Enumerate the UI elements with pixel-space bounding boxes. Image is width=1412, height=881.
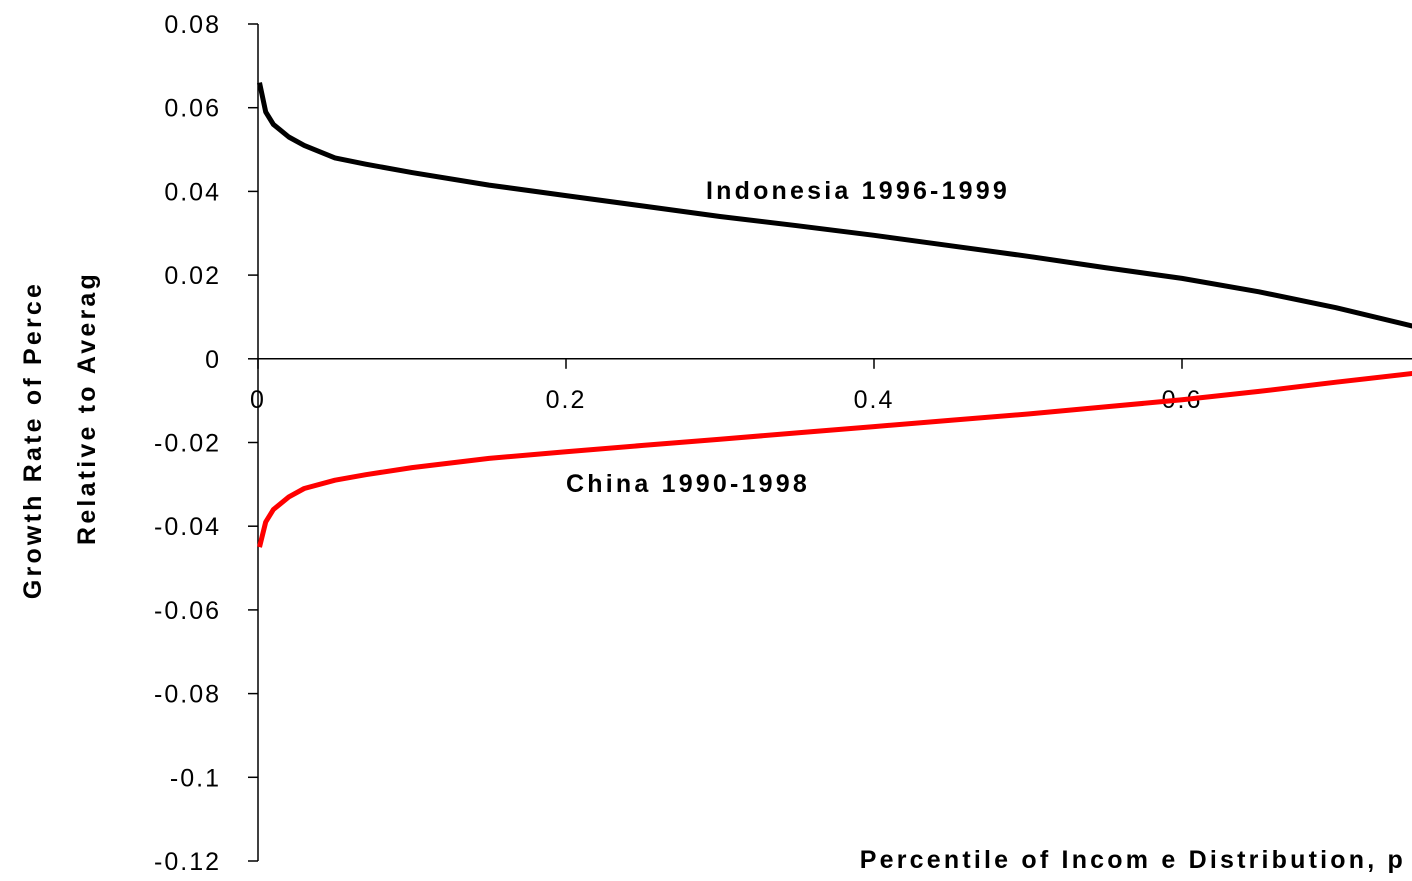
y-tick-label: -0.12	[154, 848, 221, 876]
y-tick-label: -0.08	[154, 681, 221, 709]
y-tick-label: 0.02	[164, 262, 221, 290]
y-tick-label: -0.1	[170, 764, 221, 792]
x-tick-label: 0	[250, 386, 266, 414]
y-tick-label: 0.06	[164, 95, 221, 123]
y-ticks: 0.08 0.06 0.04 0.02 0 -0.02 -0.04 -0.06 -0.08 -0.…	[154, 11, 258, 876]
series-lines	[257, 82, 1412, 548]
y-axis-title-line-1: Growth Rate of Perce	[19, 281, 47, 599]
y-axis-title-line-2: Relative to Averag	[73, 271, 101, 545]
y-tick-label: 0.08	[164, 11, 221, 39]
series-line-china	[257, 370, 1412, 548]
x-axis: 0 0.2 0.4 0.6	[250, 358, 1412, 414]
series-label-china: China 1990-1998	[566, 470, 810, 498]
y-tick-label: -0.04	[154, 513, 221, 541]
y-tick-label: 0	[205, 346, 221, 374]
y-tick-label: -0.02	[154, 430, 221, 458]
y-tick-label: -0.06	[154, 597, 221, 625]
x-ticks: 0 0.2 0.4 0.6	[250, 358, 1200, 414]
y-tick-label: 0.04	[164, 178, 221, 206]
series-label-indonesia: Indonesia 1996-1999	[706, 177, 1010, 205]
y-axis: 0.08 0.06 0.04 0.02 0 -0.02 -0.04 -0.06 -0.08 -0.…	[154, 11, 259, 876]
x-tick-label: 0.4	[854, 386, 895, 414]
series-line-indonesia	[257, 82, 1412, 329]
x-tick-label: 0.2	[546, 386, 587, 414]
x-axis-title: Percentile of Incom e Distribution, p	[860, 846, 1406, 874]
